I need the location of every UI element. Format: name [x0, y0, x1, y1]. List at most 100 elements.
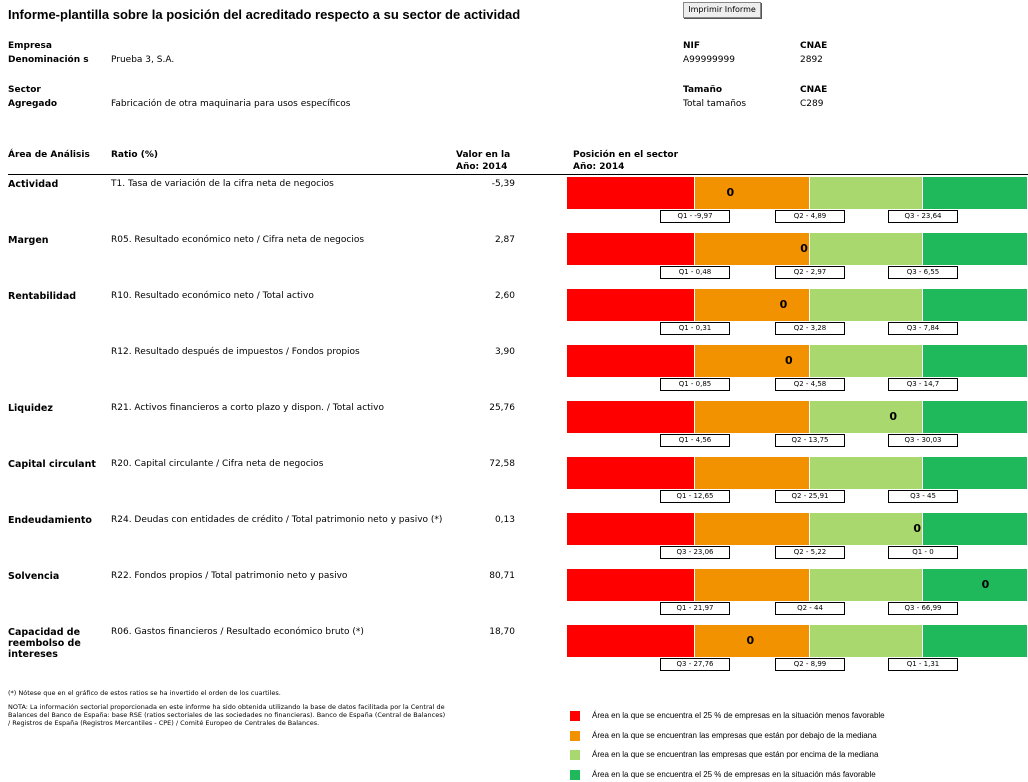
- bar-segment: [695, 233, 810, 265]
- quartile-label: Q1 - 12,65: [660, 490, 730, 503]
- value: 80,71: [489, 571, 515, 581]
- quartile-label: Q3 - 66,99: [888, 602, 958, 615]
- bar-segment: [810, 289, 923, 321]
- quartile-label: Q2 - 44: [775, 602, 845, 615]
- quartile-label: Q1 - 4,56: [660, 434, 730, 447]
- label: Tamaño: [683, 85, 723, 95]
- bar-segment: [567, 513, 695, 545]
- quartile-label: Q1 - 0,31: [660, 322, 730, 335]
- label: Sector: [8, 85, 41, 95]
- label: CNAE: [800, 41, 828, 51]
- area: Endeudamiento: [8, 515, 92, 526]
- position-marker: 0: [746, 634, 755, 647]
- ratio: R12. Resultado después de impuestos / Fo…: [111, 347, 360, 357]
- bar-segment: [923, 401, 1028, 433]
- quartile-label: Q2 - 3,28: [775, 322, 845, 335]
- bar-segment: [923, 569, 1028, 601]
- position-bar: [567, 233, 1028, 265]
- bar-segment: [923, 345, 1028, 377]
- quartile-label: Q1 - 21,97: [660, 602, 730, 615]
- value: 2892: [800, 55, 823, 65]
- bar-segment: [810, 513, 923, 545]
- column-header: Ratio (%): [111, 150, 158, 160]
- bar-segment: [567, 289, 695, 321]
- bar-segment: [923, 625, 1028, 657]
- bar-segment: [567, 345, 695, 377]
- divider: [8, 174, 1028, 175]
- position-marker: 0: [981, 578, 990, 591]
- area: Solvencia: [8, 571, 60, 582]
- note: (*) Nótese que en el gráfico de estos ra…: [8, 689, 281, 697]
- bar-segment: [695, 345, 810, 377]
- ratio: R05. Resultado económico neto / Cifra ne…: [111, 235, 365, 245]
- position-marker: 0: [726, 186, 735, 199]
- quartile-label: Q1 - 0: [888, 546, 958, 559]
- bar-segment: [567, 177, 695, 209]
- position-bar: [567, 625, 1028, 657]
- position-bar: [567, 289, 1028, 321]
- quartile-label: Q3 - 7,84: [888, 322, 958, 335]
- label: CNAE: [800, 85, 828, 95]
- bar-segment: [567, 569, 695, 601]
- quartile-label: Q3 - 27,76: [660, 658, 730, 671]
- label: Agregado: [8, 99, 58, 109]
- bar-segment: [695, 625, 810, 657]
- quartile-label: Q3 - 14,7: [888, 378, 958, 391]
- value: Total tamaños: [683, 99, 747, 109]
- position-marker: 0: [785, 354, 793, 367]
- value: -5,39: [491, 179, 515, 189]
- ratio: R10. Resultado económico neto / Total ac…: [111, 291, 314, 301]
- bar-segment: [810, 569, 923, 601]
- bar-segment: [695, 513, 810, 545]
- quartile-label: Q1 - 0,85: [660, 378, 730, 391]
- ratio: R21. Activos financieros a corto plazo y…: [111, 403, 385, 413]
- quartile-label: Q2 - 4,89: [775, 210, 845, 223]
- legend-swatch: [570, 750, 580, 760]
- label: NIF: [683, 41, 701, 51]
- ratio: T1. Tasa de variación de la cifra neta d…: [111, 179, 334, 189]
- quartile-label: Q3 - 45: [888, 490, 958, 503]
- value: 2,60: [494, 291, 515, 301]
- quartile-label: Q2 - 25,91: [775, 490, 845, 503]
- bar-segment: [567, 457, 695, 489]
- legend-swatch: [570, 730, 580, 741]
- column-header: Valor en la: [456, 150, 511, 160]
- bar-segment: [923, 177, 1028, 209]
- area: Actividad: [8, 179, 59, 190]
- quartile-label: Q2 - 5,22: [775, 546, 845, 559]
- quartile-label: Q1 - -9,97: [660, 210, 730, 223]
- label: Empresa: [8, 41, 52, 51]
- bar-segment: [810, 233, 923, 265]
- position-bar: [567, 569, 1028, 601]
- value: 0,13: [494, 515, 515, 525]
- bar-segment: [810, 625, 923, 657]
- print-button[interactable]: Imprimir Informe: [683, 2, 761, 18]
- bar-segment: [695, 401, 810, 433]
- quartile-label: Q1 - 1,31: [888, 658, 958, 671]
- bar-segment: [695, 289, 810, 321]
- bar-segment: [923, 233, 1028, 265]
- bar-segment: [695, 569, 810, 601]
- quartile-label: Q2 - 4,58: [775, 378, 845, 391]
- quartile-label: Q2 - 8,99: [775, 658, 845, 671]
- value: 72,58: [489, 459, 515, 469]
- bar-segment: [810, 457, 923, 489]
- column-header: Área de Análisis: [8, 150, 90, 160]
- ratio: R06. Gastos financieros / Resultado econ…: [111, 627, 364, 637]
- area: Capital circulant: [8, 459, 96, 470]
- position-bar: [567, 177, 1028, 209]
- column-header: Año: 2014: [456, 162, 508, 172]
- position-marker: 0: [800, 242, 808, 255]
- position-marker: 0: [779, 298, 788, 311]
- position-bar: [567, 401, 1028, 433]
- quartile-label: Q2 - 2,97: [775, 266, 845, 279]
- quartile-label: Q2 - 13,75: [775, 434, 845, 447]
- position-marker: 0: [889, 410, 898, 423]
- quartile-label: Q3 - 30,03: [888, 434, 958, 447]
- area: Capacidad de reembolso de intereses: [8, 627, 81, 660]
- value: 18,70: [489, 627, 515, 637]
- position-bar: [567, 513, 1028, 545]
- quartile-label: Q3 - 6,55: [888, 266, 958, 279]
- bar-segment: [810, 401, 923, 433]
